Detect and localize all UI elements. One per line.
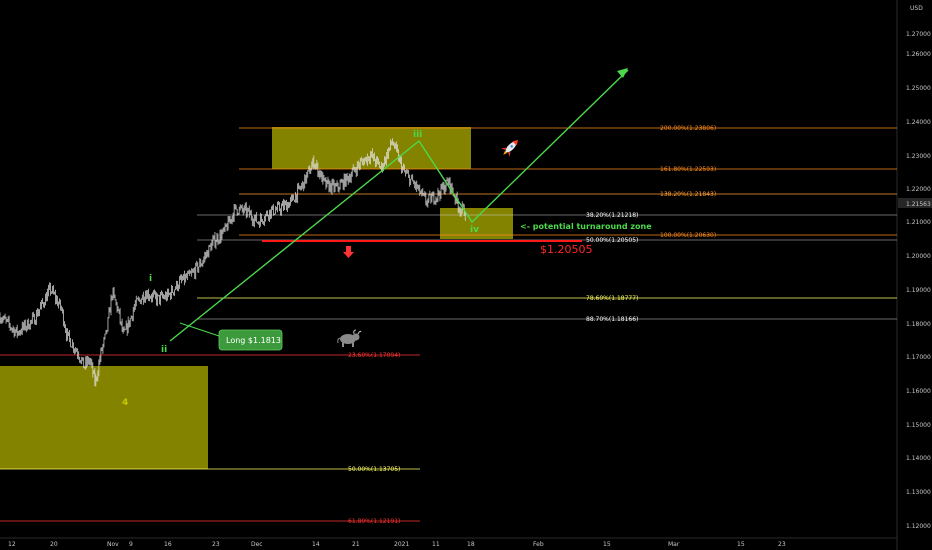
long-entry-callout[interactable]: Long $1.1813 [179, 322, 283, 351]
x-tick-label: 21 [352, 541, 360, 548]
y-tick-label: 1.15000 [906, 422, 931, 429]
down-arrow-icon [343, 246, 354, 258]
fib-label: 50.00%(1.20505) [586, 237, 638, 244]
x-tick-label: Nov [107, 541, 119, 548]
fib-label: 200.00%(1.23806) [660, 125, 716, 132]
x-tick-label: Mar [668, 541, 680, 548]
y-tick-label: 1.27000 [906, 31, 931, 38]
wave-label-ii: ii [161, 345, 167, 355]
x-tick-label: 15 [603, 541, 611, 548]
callout-box [218, 329, 283, 351]
y-tick-label: 1.21000 [906, 219, 931, 226]
wave4-support-zone[interactable] [0, 366, 208, 469]
fib-label: 100.00%(1.20630) [660, 232, 716, 239]
x-tick-label: Dec [251, 541, 263, 548]
callout-pointer [179, 322, 223, 338]
y-tick-label: 1.18000 [906, 321, 931, 328]
x-tick-label: 2021 [394, 541, 409, 548]
x-tick-label: 20 [50, 541, 58, 548]
fib-label: 138.20%(1.21843) [660, 191, 716, 198]
y-tick-label: 1.16000 [906, 388, 931, 395]
elliott-wave-projection[interactable] [169, 68, 629, 342]
last-price-badge [898, 198, 932, 208]
price-mark-label: $1.20505 [540, 243, 593, 256]
y-tick-label: 1.25000 [906, 85, 931, 92]
y-tick-label: 1.26000 [906, 51, 931, 58]
turnaround-zone-label: <- potential turnaround zone [520, 222, 652, 231]
last-price-label: 1.21563 [906, 201, 931, 208]
y-tick-label: 1.19000 [906, 287, 931, 294]
fib-label: 61.80%(1.12191) [348, 518, 400, 525]
x-tick-label: 23 [778, 541, 786, 548]
y-tick-label: 1.20000 [906, 253, 931, 260]
fib-label: 88.70%(1.18166) [586, 316, 638, 323]
price-axis[interactable]: USD 1.27000 1.26000 1.25000 1.24000 1.23… [896, 0, 932, 550]
x-tick-label: 12 [8, 541, 16, 548]
y-tick-label: 1.17000 [906, 354, 931, 361]
y-tick-label: 1.12000 [906, 523, 931, 530]
target-resistance-zone[interactable] [272, 127, 471, 169]
fib-label: 50.00%(1.13705) [348, 466, 400, 473]
bull-icon [337, 329, 362, 347]
y-tick-label: 1.23000 [906, 153, 931, 160]
wave-label-4: 4 [122, 398, 128, 408]
fib-label: 38.20%(1.21218) [586, 212, 638, 219]
fib-label: 161.80%(1.22593) [660, 166, 716, 173]
x-tick-label: 16 [164, 541, 172, 548]
wave-label-iv: iv [470, 225, 479, 235]
y-tick-label: 1.13000 [906, 489, 931, 496]
time-axis[interactable]: 12 20 Nov 9 16 23 Dec 14 21 2021 11 18 F… [0, 537, 897, 548]
wave-label-i: i [149, 274, 152, 284]
callout-text: Long $1.1813 [226, 336, 281, 345]
x-tick-label: Feb [533, 541, 544, 548]
projection-arrowhead [617, 68, 628, 78]
x-tick-label: 11 [432, 541, 440, 548]
x-tick-label: 18 [467, 541, 475, 548]
fib-label: 78.60%(1.18777) [586, 295, 638, 302]
x-tick-label: 9 [129, 541, 133, 548]
currency-label: USD [910, 5, 923, 12]
y-tick-label: 1.22000 [906, 186, 931, 193]
wave-label-iii: iii [413, 130, 422, 140]
y-tick-label: 1.24000 [906, 119, 931, 126]
x-tick-label: 15 [737, 541, 745, 548]
wave-projection-line[interactable] [169, 69, 629, 342]
x-tick-label: 23 [212, 541, 220, 548]
y-tick-label: 1.14000 [906, 455, 931, 462]
turnaround-zone[interactable] [440, 208, 513, 239]
fib-label: 23.60%(1.17094) [348, 352, 400, 359]
x-tick-label: 14 [312, 541, 320, 548]
price-series[interactable] [0, 138, 466, 387]
fibonacci-levels: 200.00%(1.23806) 161.80%(1.22593) 138.20… [0, 125, 897, 525]
rocket-icon [501, 139, 519, 157]
